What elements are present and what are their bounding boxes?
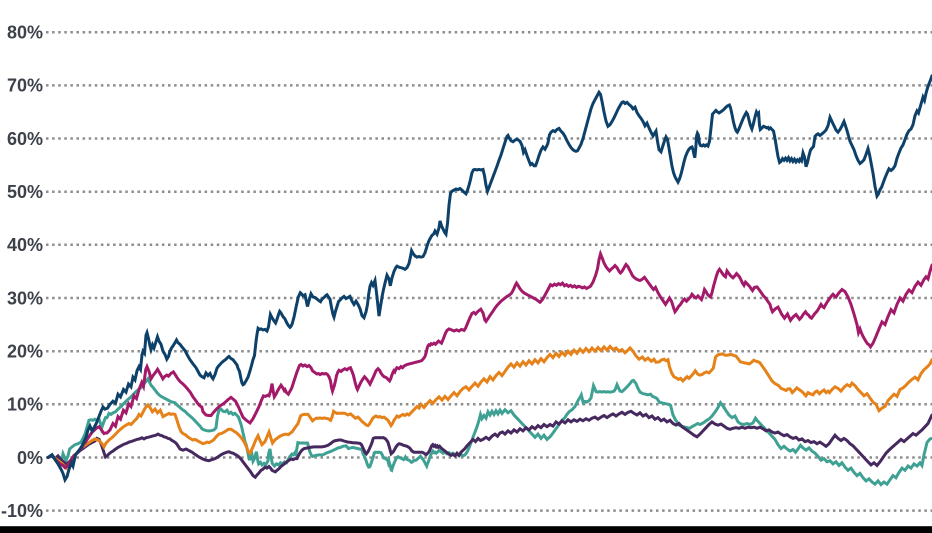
- svg-text:60%: 60%: [7, 129, 43, 149]
- svg-text:20%: 20%: [7, 342, 43, 362]
- svg-text:0%: 0%: [17, 448, 43, 468]
- svg-text:40%: 40%: [7, 235, 43, 255]
- svg-text:50%: 50%: [7, 182, 43, 202]
- svg-text:-10%: -10%: [1, 501, 43, 521]
- svg-text:30%: 30%: [7, 288, 43, 308]
- svg-text:70%: 70%: [7, 76, 43, 96]
- svg-text:10%: 10%: [7, 395, 43, 415]
- svg-text:80%: 80%: [7, 23, 43, 43]
